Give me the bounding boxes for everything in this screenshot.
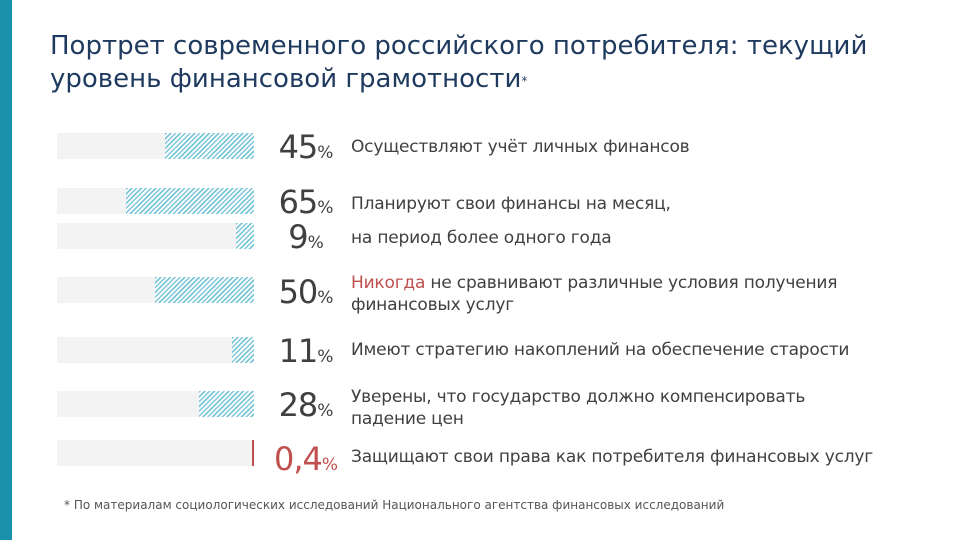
bar-track <box>57 337 254 363</box>
bar <box>155 277 254 303</box>
row-description: Осуществляют учёт личных финансов <box>351 137 690 157</box>
bar-track <box>57 277 254 303</box>
value-number: 28 <box>278 386 319 424</box>
bar-track <box>57 188 254 214</box>
value-label: 45% <box>268 128 344 166</box>
slide-title-text: Портрет современного российского потреби… <box>50 31 868 94</box>
bar <box>252 440 254 466</box>
value-unit: % <box>317 347 334 367</box>
value-number: 11 <box>278 332 319 370</box>
slide-title: Портрет современного российского потреби… <box>50 30 930 96</box>
value-number: 0,4 <box>273 440 323 478</box>
value-label: 28% <box>268 386 344 424</box>
row-description: на период более одного года <box>351 228 612 248</box>
value-unit: % <box>321 455 339 475</box>
bar-track <box>57 133 254 159</box>
value-label: 50% <box>268 273 344 311</box>
value-label: 65% <box>268 183 344 221</box>
value-number: 65 <box>278 183 319 221</box>
value-unit: % <box>317 288 334 308</box>
row-description: Никогда не сравнивают различные условия … <box>351 272 911 316</box>
row-description: Планируют свои финансы на месяц, <box>351 194 671 214</box>
bar <box>126 188 254 214</box>
value-number: 45 <box>278 128 319 166</box>
value-unit: % <box>317 401 334 421</box>
bar-track <box>57 391 254 417</box>
row-description: Имеют стратегию накоплений на обеспечени… <box>351 340 850 360</box>
bar-track <box>57 223 254 249</box>
accent-strip <box>0 0 12 540</box>
value-number: 50 <box>278 273 319 311</box>
row-description: Уверены, что государство должно компенси… <box>351 387 806 429</box>
value-label: 0,4% <box>268 440 344 478</box>
footnote: * По материалам социологических исследов… <box>64 498 725 512</box>
row-description: Защищают свои права как потребителя фина… <box>351 447 873 467</box>
highlight-word: Никогда <box>351 273 426 293</box>
value-unit: % <box>307 233 324 253</box>
value-unit: % <box>317 198 334 218</box>
title-footnote-mark: * <box>521 74 528 88</box>
row-description-rest: не сравнивают различные условия получени… <box>351 273 838 315</box>
bar <box>199 391 254 417</box>
bar <box>165 133 254 159</box>
bar-track <box>57 440 254 466</box>
bar <box>236 223 254 249</box>
value-number: 9 <box>288 218 308 256</box>
value-label: 9% <box>268 218 344 256</box>
bar <box>232 337 254 363</box>
value-unit: % <box>317 143 334 163</box>
value-label: 11% <box>268 332 344 370</box>
